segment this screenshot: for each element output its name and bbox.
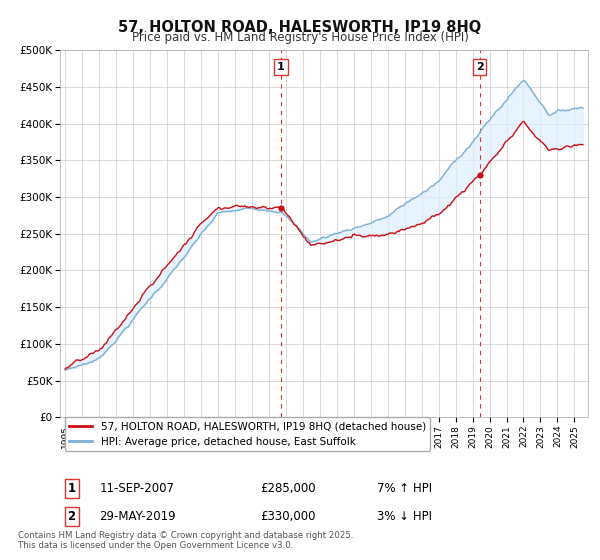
Text: 2: 2 (476, 62, 484, 72)
Text: £330,000: £330,000 (260, 510, 316, 524)
Legend: 57, HOLTON ROAD, HALESWORTH, IP19 8HQ (detached house), HPI: Average price, deta: 57, HOLTON ROAD, HALESWORTH, IP19 8HQ (d… (65, 417, 430, 451)
Text: 57, HOLTON ROAD, HALESWORTH, IP19 8HQ: 57, HOLTON ROAD, HALESWORTH, IP19 8HQ (118, 20, 482, 35)
Text: 1: 1 (68, 482, 76, 496)
Text: 3% ↓ HPI: 3% ↓ HPI (377, 510, 432, 524)
Text: 29-MAY-2019: 29-MAY-2019 (100, 510, 176, 524)
Text: 2: 2 (68, 510, 76, 524)
Text: Contains HM Land Registry data © Crown copyright and database right 2025.
This d: Contains HM Land Registry data © Crown c… (18, 531, 353, 550)
Text: £285,000: £285,000 (260, 482, 316, 496)
Text: 1: 1 (277, 62, 284, 72)
Text: 7% ↑ HPI: 7% ↑ HPI (377, 482, 432, 496)
Text: Price paid vs. HM Land Registry's House Price Index (HPI): Price paid vs. HM Land Registry's House … (131, 31, 469, 44)
Text: 11-SEP-2007: 11-SEP-2007 (100, 482, 175, 496)
